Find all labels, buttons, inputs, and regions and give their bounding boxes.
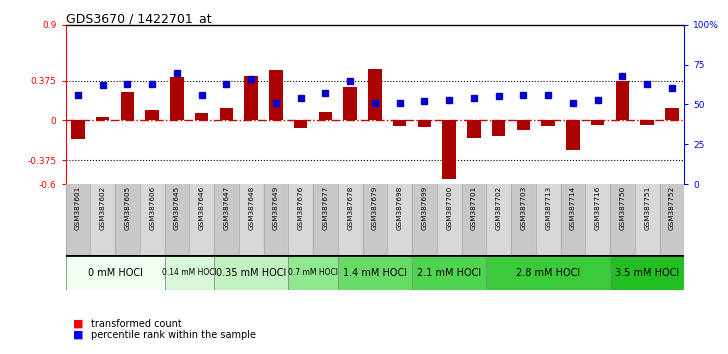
Bar xyxy=(517,120,530,130)
Text: ■: ■ xyxy=(73,330,83,339)
Text: 0.35 mM HOCl: 0.35 mM HOCl xyxy=(216,268,286,278)
Text: GSM387713: GSM387713 xyxy=(545,186,551,230)
Bar xyxy=(294,120,307,128)
Text: GSM387750: GSM387750 xyxy=(620,186,625,230)
Text: GSM387601: GSM387601 xyxy=(75,186,81,230)
Bar xyxy=(288,184,313,255)
Bar xyxy=(665,108,678,120)
Bar xyxy=(239,184,264,255)
Bar xyxy=(220,108,233,120)
Text: GSM387649: GSM387649 xyxy=(273,186,279,230)
Bar xyxy=(635,184,660,255)
Bar xyxy=(387,184,412,255)
Text: GSM387645: GSM387645 xyxy=(174,186,180,230)
Bar xyxy=(66,184,90,255)
Bar xyxy=(121,92,134,120)
Bar xyxy=(66,255,165,290)
Bar xyxy=(585,184,610,255)
Bar xyxy=(146,110,159,120)
Text: GSM387679: GSM387679 xyxy=(372,186,378,230)
Bar xyxy=(115,184,140,255)
Bar xyxy=(418,120,431,127)
Bar xyxy=(338,255,412,290)
Text: GSM387677: GSM387677 xyxy=(323,186,328,230)
Bar xyxy=(96,117,109,120)
Bar xyxy=(412,255,486,290)
Bar xyxy=(344,87,357,120)
Text: GSM387716: GSM387716 xyxy=(595,186,601,230)
Bar xyxy=(536,184,561,255)
Bar xyxy=(616,81,629,120)
Bar xyxy=(511,184,536,255)
Bar xyxy=(170,77,183,120)
Text: GSM387701: GSM387701 xyxy=(471,186,477,230)
Bar xyxy=(338,184,363,255)
Bar xyxy=(660,184,684,255)
Bar xyxy=(486,255,610,290)
Bar xyxy=(214,184,239,255)
Text: GSM387676: GSM387676 xyxy=(298,186,304,230)
Bar xyxy=(492,120,505,136)
Bar xyxy=(214,255,288,290)
Text: transformed count: transformed count xyxy=(91,319,182,329)
Text: GSM387646: GSM387646 xyxy=(199,186,205,230)
Bar xyxy=(313,184,338,255)
Text: percentile rank within the sample: percentile rank within the sample xyxy=(91,330,256,339)
Text: 0 mM HOCl: 0 mM HOCl xyxy=(87,268,143,278)
Bar xyxy=(437,184,462,255)
Bar xyxy=(245,76,258,120)
Text: 2.8 mM HOCl: 2.8 mM HOCl xyxy=(516,268,580,278)
Bar xyxy=(641,120,654,125)
Text: GSM387678: GSM387678 xyxy=(347,186,353,230)
Bar xyxy=(566,120,579,150)
Bar xyxy=(319,112,332,120)
Bar xyxy=(412,184,437,255)
Text: GSM387700: GSM387700 xyxy=(446,186,452,230)
Bar xyxy=(195,113,208,120)
Bar xyxy=(363,184,387,255)
Bar xyxy=(610,255,684,290)
Bar xyxy=(393,120,406,126)
Text: GSM387702: GSM387702 xyxy=(496,186,502,230)
Text: GSM387703: GSM387703 xyxy=(521,186,526,230)
Bar xyxy=(610,184,635,255)
Text: GSM387752: GSM387752 xyxy=(669,186,675,230)
Text: 0.14 mM HOCl: 0.14 mM HOCl xyxy=(162,268,217,277)
Text: GSM387714: GSM387714 xyxy=(570,186,576,230)
Bar xyxy=(90,184,115,255)
Bar xyxy=(542,120,555,126)
Text: GSM387698: GSM387698 xyxy=(397,186,403,230)
Bar xyxy=(561,184,585,255)
Bar xyxy=(486,184,511,255)
Bar xyxy=(165,255,214,290)
Bar xyxy=(368,69,381,120)
Text: GDS3670 / 1422701_at: GDS3670 / 1422701_at xyxy=(66,12,211,25)
Text: GSM387605: GSM387605 xyxy=(124,186,130,230)
Bar xyxy=(165,184,189,255)
Text: 1.4 mM HOCl: 1.4 mM HOCl xyxy=(343,268,407,278)
Bar xyxy=(462,184,486,255)
Text: GSM387699: GSM387699 xyxy=(422,186,427,230)
Bar xyxy=(467,120,480,138)
Text: GSM387648: GSM387648 xyxy=(248,186,254,230)
Bar xyxy=(140,184,165,255)
Bar xyxy=(189,184,214,255)
Bar xyxy=(269,70,282,120)
Text: GSM387602: GSM387602 xyxy=(100,186,106,230)
Bar xyxy=(443,120,456,179)
Text: 3.5 mM HOCl: 3.5 mM HOCl xyxy=(615,268,679,278)
Text: 2.1 mM HOCl: 2.1 mM HOCl xyxy=(417,268,481,278)
Text: GSM387751: GSM387751 xyxy=(644,186,650,230)
Bar xyxy=(288,255,338,290)
Text: ■: ■ xyxy=(73,319,83,329)
Text: 0.7 mM HOCl: 0.7 mM HOCl xyxy=(288,268,338,277)
Bar xyxy=(71,120,84,139)
Text: GSM387606: GSM387606 xyxy=(149,186,155,230)
Bar xyxy=(591,120,604,125)
Text: GSM387647: GSM387647 xyxy=(223,186,229,230)
Bar xyxy=(264,184,288,255)
